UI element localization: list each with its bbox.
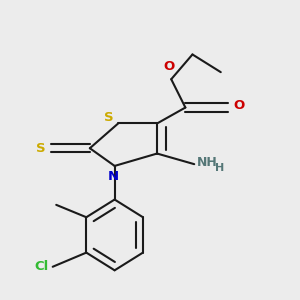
Text: H: H xyxy=(215,163,225,173)
Text: N: N xyxy=(107,170,118,183)
Text: O: O xyxy=(233,99,244,112)
Text: S: S xyxy=(104,111,114,124)
Text: O: O xyxy=(164,60,175,73)
Text: S: S xyxy=(36,142,46,155)
Text: Cl: Cl xyxy=(34,260,48,273)
Text: NH: NH xyxy=(197,156,218,169)
